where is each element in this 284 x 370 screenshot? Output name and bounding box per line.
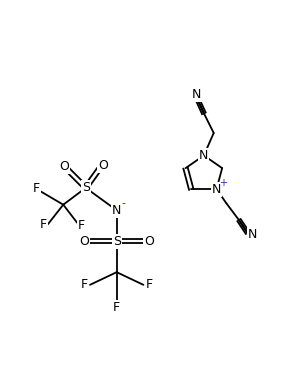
Text: +: +: [219, 178, 227, 188]
Text: O: O: [98, 159, 108, 172]
Text: N: N: [112, 204, 121, 217]
Text: N: N: [192, 88, 202, 101]
Text: F: F: [81, 278, 88, 291]
Text: N: N: [248, 228, 257, 241]
Text: F: F: [113, 301, 120, 314]
Text: -: -: [122, 198, 126, 208]
Text: F: F: [40, 218, 47, 231]
Text: F: F: [145, 278, 153, 291]
Text: S: S: [82, 181, 90, 194]
Text: O: O: [80, 235, 89, 248]
Text: N: N: [212, 183, 221, 196]
Text: N: N: [199, 149, 208, 162]
Text: O: O: [59, 160, 69, 173]
Text: F: F: [33, 182, 40, 195]
Text: F: F: [78, 219, 85, 232]
Text: S: S: [113, 235, 121, 248]
Text: O: O: [144, 235, 154, 248]
